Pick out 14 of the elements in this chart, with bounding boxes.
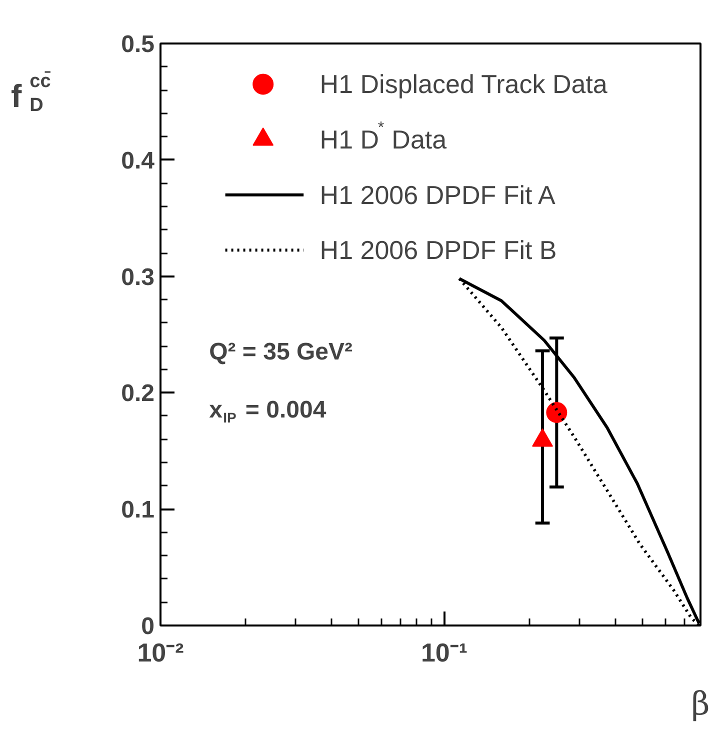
legend-label: H1 2006 DPDF Fit B (320, 235, 557, 266)
y-tick-label: 0.3 (121, 264, 155, 291)
x-tick-label: 10⁻² (137, 638, 184, 668)
legend-label: H1 Displaced Track Data (320, 69, 608, 100)
x-tick-label: 10⁻¹ (420, 638, 468, 668)
y-tick-label: 0.2 (121, 380, 155, 408)
annotation: Q² = 35 GeV² (209, 338, 352, 366)
y-tick-label: 0.4 (121, 147, 156, 174)
legend-label: H1 2006 DPDF Fit A (320, 180, 556, 210)
y-tick-label: 0.5 (121, 31, 155, 58)
y-tick-label: 0 (141, 613, 155, 640)
x-axis-title: β (691, 684, 710, 722)
y-tick-label: 0.1 (121, 496, 155, 524)
legend-label: H1 D* Data (320, 119, 448, 155)
